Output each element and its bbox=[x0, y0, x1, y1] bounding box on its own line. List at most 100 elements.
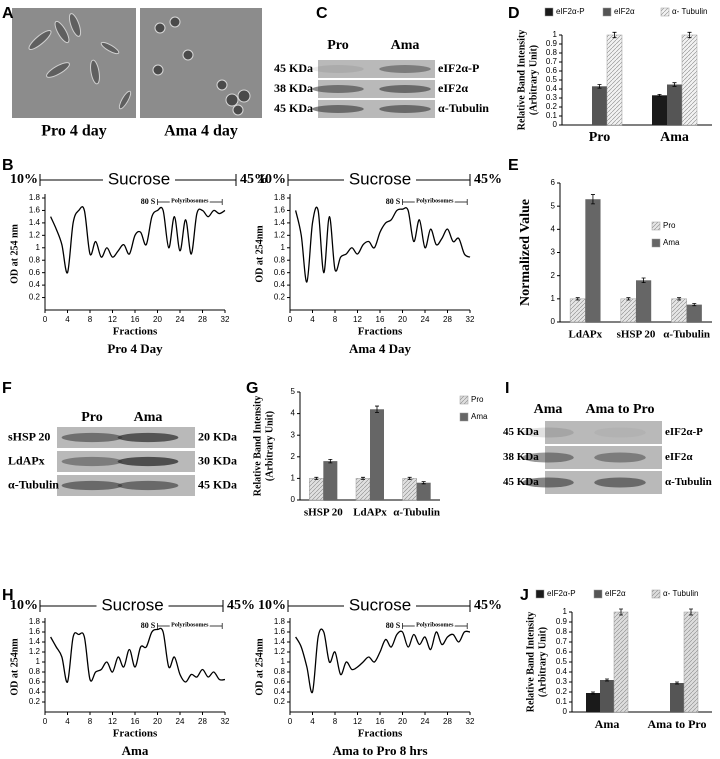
legend-label: α- Tubulin bbox=[672, 7, 707, 16]
error-bar bbox=[361, 476, 365, 480]
blot-right-label: 30 KDa bbox=[198, 453, 237, 467]
bar bbox=[569, 298, 586, 323]
x-tick-label: 0 bbox=[288, 717, 293, 726]
bar bbox=[683, 611, 699, 713]
y-tick-label: 0.2 bbox=[556, 687, 568, 696]
x-tick-label: 32 bbox=[466, 315, 475, 324]
y-tick-label: 0 bbox=[563, 707, 568, 716]
x-tick-label: 4 bbox=[310, 315, 315, 324]
blot-column-label: Ama bbox=[134, 410, 163, 425]
y-tick-label: 5 bbox=[291, 387, 296, 396]
y-axis-label: OD at 254 nm bbox=[9, 223, 20, 283]
polysome-label: Polyribosomes bbox=[416, 622, 454, 628]
panel-letter: F bbox=[2, 380, 12, 397]
blot-left-label: 45 KDa bbox=[503, 476, 539, 488]
y-tick-label: 1.4 bbox=[274, 218, 286, 227]
gradient-label: Sucrose bbox=[101, 595, 163, 614]
error-bar bbox=[314, 476, 319, 480]
gradient-start: 10% bbox=[10, 172, 38, 187]
error-bar bbox=[421, 481, 426, 485]
blot-column-label: Ama bbox=[391, 38, 420, 53]
legend-label: Ama bbox=[663, 238, 680, 247]
x-axis-label: Fractions bbox=[358, 326, 403, 338]
gradient-end: 45% bbox=[474, 598, 502, 613]
blot-left-label: sHSP 20 bbox=[8, 429, 50, 443]
blot-right-label: α-Tubulin bbox=[438, 101, 489, 115]
x-tick-label: LdAPx bbox=[353, 507, 387, 519]
image-label: Ama 4 day bbox=[164, 123, 238, 140]
x-tick-label: Ama to Pro bbox=[647, 717, 706, 731]
panel-letter: J bbox=[520, 587, 529, 604]
error-bar bbox=[687, 31, 692, 39]
blot-right-label: 45 KDa bbox=[198, 477, 237, 491]
blot-column-label: Ama bbox=[534, 402, 563, 417]
x-tick-label: 24 bbox=[176, 315, 185, 324]
blot-left-label: 38 KDa bbox=[274, 81, 313, 95]
blot-left-label: 38 KDa bbox=[503, 451, 539, 463]
blot-band bbox=[379, 65, 431, 73]
blot-strip bbox=[318, 80, 435, 98]
y-tick-label: 1 bbox=[281, 657, 286, 666]
y-tick-label: 0.6 bbox=[29, 268, 41, 277]
blot-band bbox=[522, 427, 574, 438]
y-axis-label: OD at 254nm bbox=[9, 638, 20, 696]
y-tick-label: 0.7 bbox=[556, 637, 568, 646]
image-label: Pro 4 day bbox=[41, 123, 106, 140]
legend-label: eIF2α bbox=[614, 7, 635, 16]
x-tick-label: 28 bbox=[443, 717, 452, 726]
bar bbox=[402, 478, 417, 501]
y-tick-label: 0.2 bbox=[274, 697, 286, 706]
legend-swatch bbox=[651, 238, 661, 248]
blot-left-label: 45 KDa bbox=[503, 426, 539, 438]
error-bar bbox=[689, 608, 693, 616]
y-tick-label: 1.2 bbox=[274, 230, 286, 239]
error-bar bbox=[605, 678, 609, 682]
peak-label: 80 S bbox=[141, 621, 156, 630]
legend-swatch bbox=[544, 7, 554, 17]
y-tick-label: 1.6 bbox=[29, 627, 41, 636]
y-tick-label: 1.6 bbox=[274, 627, 286, 636]
blot-right-label: 20 KDa bbox=[198, 429, 237, 443]
x-tick-label: sHSP 20 bbox=[617, 329, 656, 341]
panel-letter: G bbox=[246, 380, 258, 397]
x-tick-label: 4 bbox=[65, 315, 70, 324]
y-tick-label: 0.3 bbox=[556, 677, 568, 686]
y-tick-label: 0.2 bbox=[274, 293, 286, 302]
x-tick-label: 8 bbox=[333, 717, 338, 726]
y-axis-label: Normalized Value bbox=[518, 199, 533, 306]
y-tick-label: 0.8 bbox=[556, 627, 568, 636]
y-tick-label: 1.8 bbox=[29, 617, 41, 626]
x-tick-label: 16 bbox=[131, 315, 140, 324]
y-tick-label: 6 bbox=[551, 178, 556, 187]
gradient-arrow bbox=[287, 174, 471, 186]
x-tick-label: 16 bbox=[376, 315, 385, 324]
micrograph-pro bbox=[12, 8, 136, 118]
bar bbox=[636, 280, 652, 322]
legend-label: eIF2α-P bbox=[556, 7, 585, 16]
profile-line bbox=[295, 628, 471, 694]
y-tick-label: 0.8 bbox=[274, 667, 286, 676]
profile-line bbox=[50, 627, 226, 683]
y-tick-label: 1 bbox=[563, 607, 568, 616]
y-tick-label: 1.2 bbox=[29, 230, 41, 239]
y-tick-label: 1 bbox=[36, 243, 41, 252]
x-tick-label: 0 bbox=[43, 717, 48, 726]
error-bar bbox=[375, 405, 379, 413]
y-tick-label: 0.6 bbox=[29, 677, 41, 686]
gradient-label: Sucrose bbox=[108, 169, 170, 188]
x-tick-label: 4 bbox=[310, 717, 315, 726]
bar bbox=[600, 680, 614, 712]
y-tick-label: 0.8 bbox=[29, 255, 41, 264]
x-tick-label: 20 bbox=[153, 315, 162, 324]
gradient-start: 10% bbox=[10, 598, 38, 613]
x-tick-label: 32 bbox=[221, 315, 230, 324]
y-tick-label: 0.4 bbox=[29, 280, 41, 289]
blot-left-label: 45 KDa bbox=[274, 101, 313, 115]
polysome-label: Polyribosomes bbox=[171, 198, 209, 204]
blot-right-label: eIF2α-P bbox=[665, 426, 703, 438]
blot-band bbox=[379, 105, 431, 113]
y-tick-label: 1 bbox=[551, 294, 556, 303]
blot-column-label: Pro bbox=[81, 410, 103, 425]
blot-band bbox=[594, 452, 646, 463]
bar bbox=[416, 482, 431, 500]
